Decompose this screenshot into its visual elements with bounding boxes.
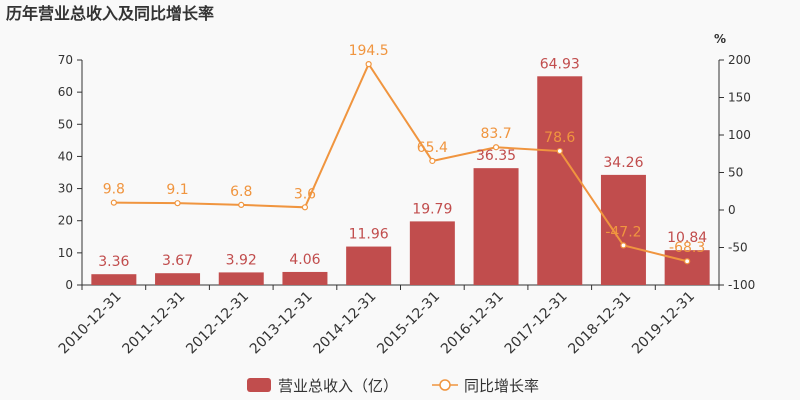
axes: 0 10 20 30 40 50 60 70 -100 -50 0 50 100 150 200% 2010-… — [56, 32, 755, 357]
x-tick-label: 2019-12-31 — [629, 289, 698, 358]
left-tick-label: 50 — [58, 117, 73, 131]
growth-point[interactable] — [429, 157, 436, 165]
growth-line — [110, 61, 691, 265]
revenue-bar-label: 10.84 — [667, 230, 707, 246]
left-tick-label: 40 — [58, 149, 73, 163]
right-tick-label: 50 — [728, 166, 743, 180]
revenue-bar[interactable] — [600, 174, 646, 285]
growth-point[interactable] — [174, 200, 181, 207]
legend-swatch-growth-marker[interactable] — [439, 379, 451, 391]
revenue-bar[interactable] — [409, 221, 455, 285]
growth-point[interactable] — [301, 204, 309, 211]
revenue-bar-label: 34.26 — [603, 155, 643, 171]
growth-point-label: 65.4 — [417, 140, 448, 156]
revenue-bar-label: 36.35 — [476, 148, 516, 164]
growth-point-label: 83.7 — [480, 126, 511, 142]
x-tick-label: 2013-12-31 — [247, 289, 316, 358]
growth-point-label: 3.6 — [294, 186, 316, 202]
revenue-bar-label: 11.96 — [349, 227, 389, 243]
revenue-bar[interactable] — [664, 250, 710, 285]
legend[interactable]: 营业总收入（亿） 同比增长率 — [247, 377, 539, 395]
legend-swatch-revenue[interactable] — [247, 378, 271, 392]
revenue-bar[interactable] — [91, 274, 137, 285]
x-tick-label: 2016-12-31 — [438, 289, 507, 358]
revenue-bar[interactable] — [473, 168, 519, 285]
right-tick-label: 200 — [728, 53, 751, 67]
legend-label-growth[interactable]: 同比增长率 — [464, 377, 539, 395]
growth-point-label: -47.2 — [605, 224, 641, 240]
revenue-bar-label: 64.93 — [540, 56, 580, 72]
x-tick-label: 2015-12-31 — [374, 289, 443, 358]
growth-line-path — [113, 62, 688, 263]
revenue-bar-label: 3.92 — [226, 252, 257, 268]
growth-point-label: 9.1 — [166, 182, 188, 198]
growth-point-label: 78.6 — [544, 130, 575, 146]
right-tick-label: 150 — [728, 91, 751, 105]
legend-label-revenue[interactable]: 营业总收入（亿） — [278, 377, 398, 395]
bars — [91, 76, 710, 286]
growth-point[interactable] — [684, 258, 691, 265]
growth-point[interactable] — [365, 61, 372, 68]
x-tick-label: 2018-12-31 — [565, 289, 634, 358]
growth-point-label: 6.8 — [230, 184, 252, 200]
data-labels: 3.36 3.67 3.92 4.06 11.96 19.79 36.35 64.93 34.2… — [98, 43, 707, 270]
x-tick-label: 2010-12-31 — [56, 289, 125, 358]
left-tick-label: 30 — [58, 182, 73, 196]
revenue-bar[interactable] — [537, 76, 583, 286]
revenue-bar-label: 19.79 — [412, 201, 452, 217]
right-axis-unit: % — [714, 32, 726, 46]
growth-point[interactable] — [556, 147, 563, 155]
revenue-bar[interactable] — [155, 273, 201, 285]
growth-point[interactable] — [492, 144, 500, 151]
x-tick-label: 2011-12-31 — [120, 289, 189, 358]
growth-point-label: 194.5 — [349, 43, 389, 59]
x-tick-label: 2017-12-31 — [502, 289, 571, 358]
right-tick-label: 0 — [728, 203, 736, 217]
revenue-bar[interactable] — [282, 271, 328, 285]
revenue-bar[interactable] — [346, 246, 392, 285]
growth-point[interactable] — [620, 242, 627, 249]
revenue-bar[interactable] — [218, 272, 264, 285]
left-tick-label: 70 — [58, 53, 73, 67]
x-tick-label: 2012-12-31 — [183, 289, 252, 358]
x-tick-label: 2014-12-31 — [311, 289, 380, 358]
growth-point-label: -68.3 — [669, 240, 705, 256]
growth-point[interactable] — [110, 199, 117, 206]
revenue-bar-label: 4.06 — [289, 252, 320, 268]
right-tick-label: 100 — [728, 128, 751, 142]
right-tick-label: -100 — [728, 278, 755, 292]
left-tick-label: 10 — [58, 246, 73, 260]
right-tick-label: -50 — [728, 241, 748, 255]
left-tick-label: 60 — [58, 85, 73, 99]
left-tick-label: 20 — [58, 214, 73, 228]
left-tick-label: 0 — [65, 278, 73, 292]
growth-point-label: 9.8 — [103, 182, 125, 198]
growth-point[interactable] — [238, 201, 245, 208]
revenue-bar-label: 3.36 — [98, 254, 129, 270]
chart-title: 历年营业总收入及同比增长率 — [6, 4, 214, 23]
revenue-bar-label: 3.67 — [162, 253, 193, 269]
